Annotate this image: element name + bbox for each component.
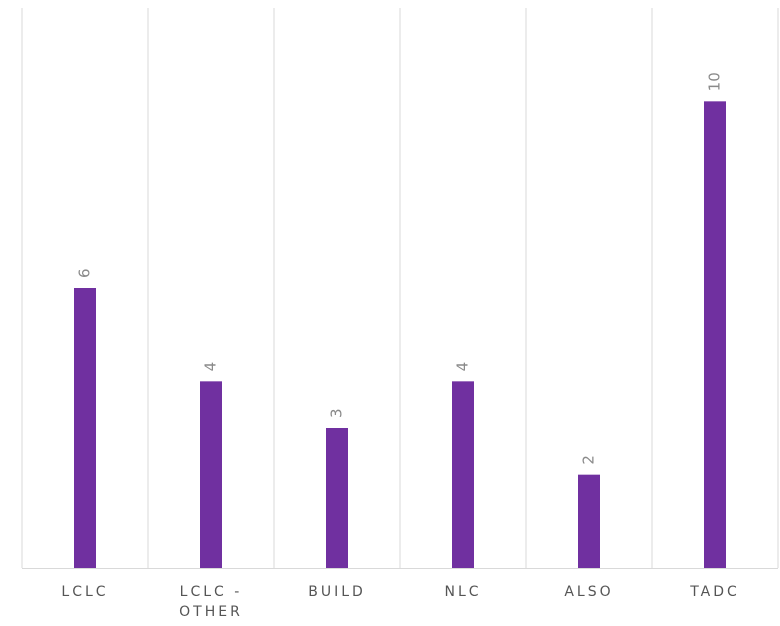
value-label: 10: [706, 72, 724, 91]
bar: [74, 288, 96, 568]
value-label: 4: [454, 362, 472, 372]
bar: [326, 428, 348, 568]
bar: [704, 101, 726, 568]
x-tick-label: BUILD: [308, 584, 366, 600]
value-label: 2: [580, 455, 598, 465]
value-label: 3: [328, 408, 346, 418]
x-tick-label: LCLC: [61, 584, 109, 600]
x-tick-label: LCLC - OTHER: [179, 584, 243, 620]
bar: [578, 474, 600, 568]
value-label: 6: [76, 268, 94, 278]
x-tick-label: TADC: [690, 584, 740, 600]
x-tick-label: ALSO: [564, 584, 614, 600]
bar: [200, 381, 222, 568]
bar: [452, 381, 474, 568]
x-tick-label: NLC: [444, 584, 482, 600]
value-label: 4: [202, 362, 220, 372]
